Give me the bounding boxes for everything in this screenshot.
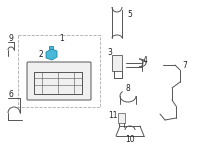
Polygon shape: [49, 46, 53, 49]
Text: 7: 7: [183, 61, 187, 70]
Text: 6: 6: [9, 90, 13, 98]
Polygon shape: [46, 49, 57, 60]
Text: 2: 2: [39, 50, 43, 59]
Bar: [18, 35, 100, 107]
Text: 10: 10: [125, 136, 135, 145]
FancyBboxPatch shape: [27, 62, 91, 100]
Text: 5: 5: [128, 10, 132, 19]
Text: 11: 11: [108, 112, 118, 121]
Text: 4: 4: [143, 56, 147, 65]
Text: 9: 9: [9, 34, 13, 42]
Text: 3: 3: [108, 47, 112, 56]
Text: 1: 1: [60, 34, 64, 42]
Bar: [118, 113, 125, 123]
Bar: [112, 55, 122, 71]
Text: 8: 8: [126, 83, 130, 92]
